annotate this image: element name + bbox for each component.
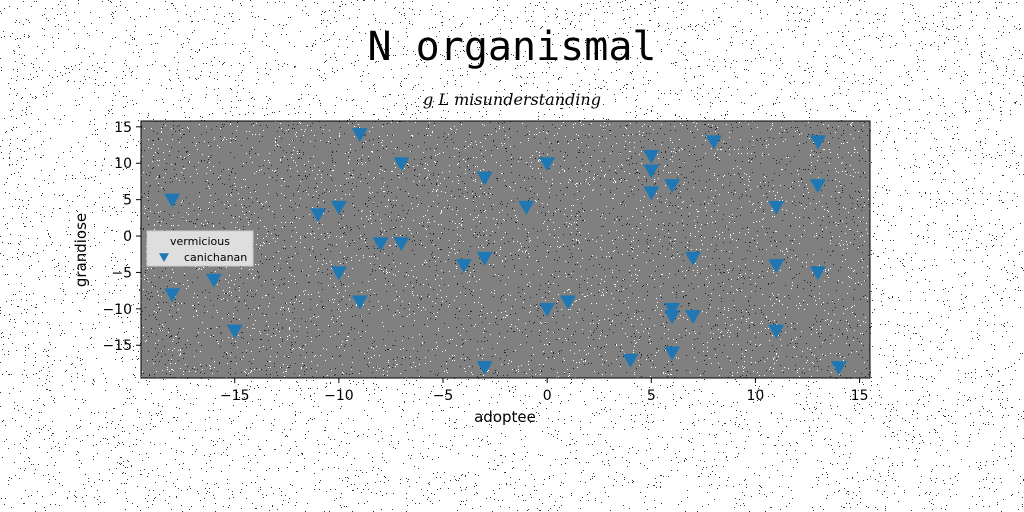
x-tick-label: −5 [433,388,454,404]
data-point [664,302,681,317]
chart-subtitle: g L misunderstanding [423,90,601,109]
data-point [310,208,327,223]
y-tick-label: 15 [114,120,132,136]
data-point [539,302,556,317]
data-point [705,135,722,150]
data-point [164,288,181,303]
data-point [684,251,701,266]
x-tick-label: 15 [851,388,869,404]
legend-series-label: canichanan [184,251,247,264]
data-point [164,193,181,208]
y-axis-label: grandiose [72,213,90,287]
legend-marker-icon [159,253,169,262]
plot-area [141,121,870,378]
data-point [330,266,347,281]
data-point [393,157,410,172]
data-point [518,200,535,215]
data-point [393,237,410,252]
chart-title: N organismal [367,24,657,70]
data-point [539,157,556,172]
data-point [809,266,826,281]
y-tick-label: 0 [123,229,132,245]
data-point [643,149,660,164]
data-point [476,361,493,376]
x-tick-label: −15 [220,388,250,404]
data-point [455,259,472,274]
data-point [768,200,785,215]
data-point [664,310,681,325]
data-points [164,128,847,376]
data-point [372,237,389,252]
data-point [664,346,681,361]
data-point [226,324,243,339]
x-tick-label: −10 [324,388,354,404]
data-point [643,164,660,179]
data-point [330,200,347,215]
x-axis-label: adoptee [474,408,536,426]
x-tick-label: 10 [747,388,765,404]
legend: vermicious canichanan [146,230,254,267]
data-point [351,128,368,143]
legend-title: vermicious [170,235,230,248]
y-tick-label: −5 [111,265,132,281]
x-axis-ticks: −15 −10 −5 0 5 10 15 [220,378,869,404]
legend-box [146,230,254,267]
y-tick-label: −15 [102,338,132,354]
x-tick-label: 5 [647,388,656,404]
y-tick-label: 10 [114,156,132,172]
data-point [830,361,847,376]
data-point [351,295,368,310]
data-point [643,186,660,201]
data-point [684,310,701,325]
y-tick-label: 5 [123,193,132,209]
data-point [809,135,826,150]
data-point [622,353,639,368]
y-tick-label: −10 [102,302,132,318]
data-point [559,295,576,310]
x-tick-label: 0 [543,388,552,404]
data-point [205,273,222,288]
data-point [768,324,785,339]
data-point [476,251,493,266]
data-point [809,179,826,194]
data-point [768,259,785,274]
plot-frame [140,120,871,379]
data-point [476,171,493,186]
y-axis-ticks: −15 −10 −5 0 5 10 15 [102,120,141,354]
data-point [664,179,681,194]
